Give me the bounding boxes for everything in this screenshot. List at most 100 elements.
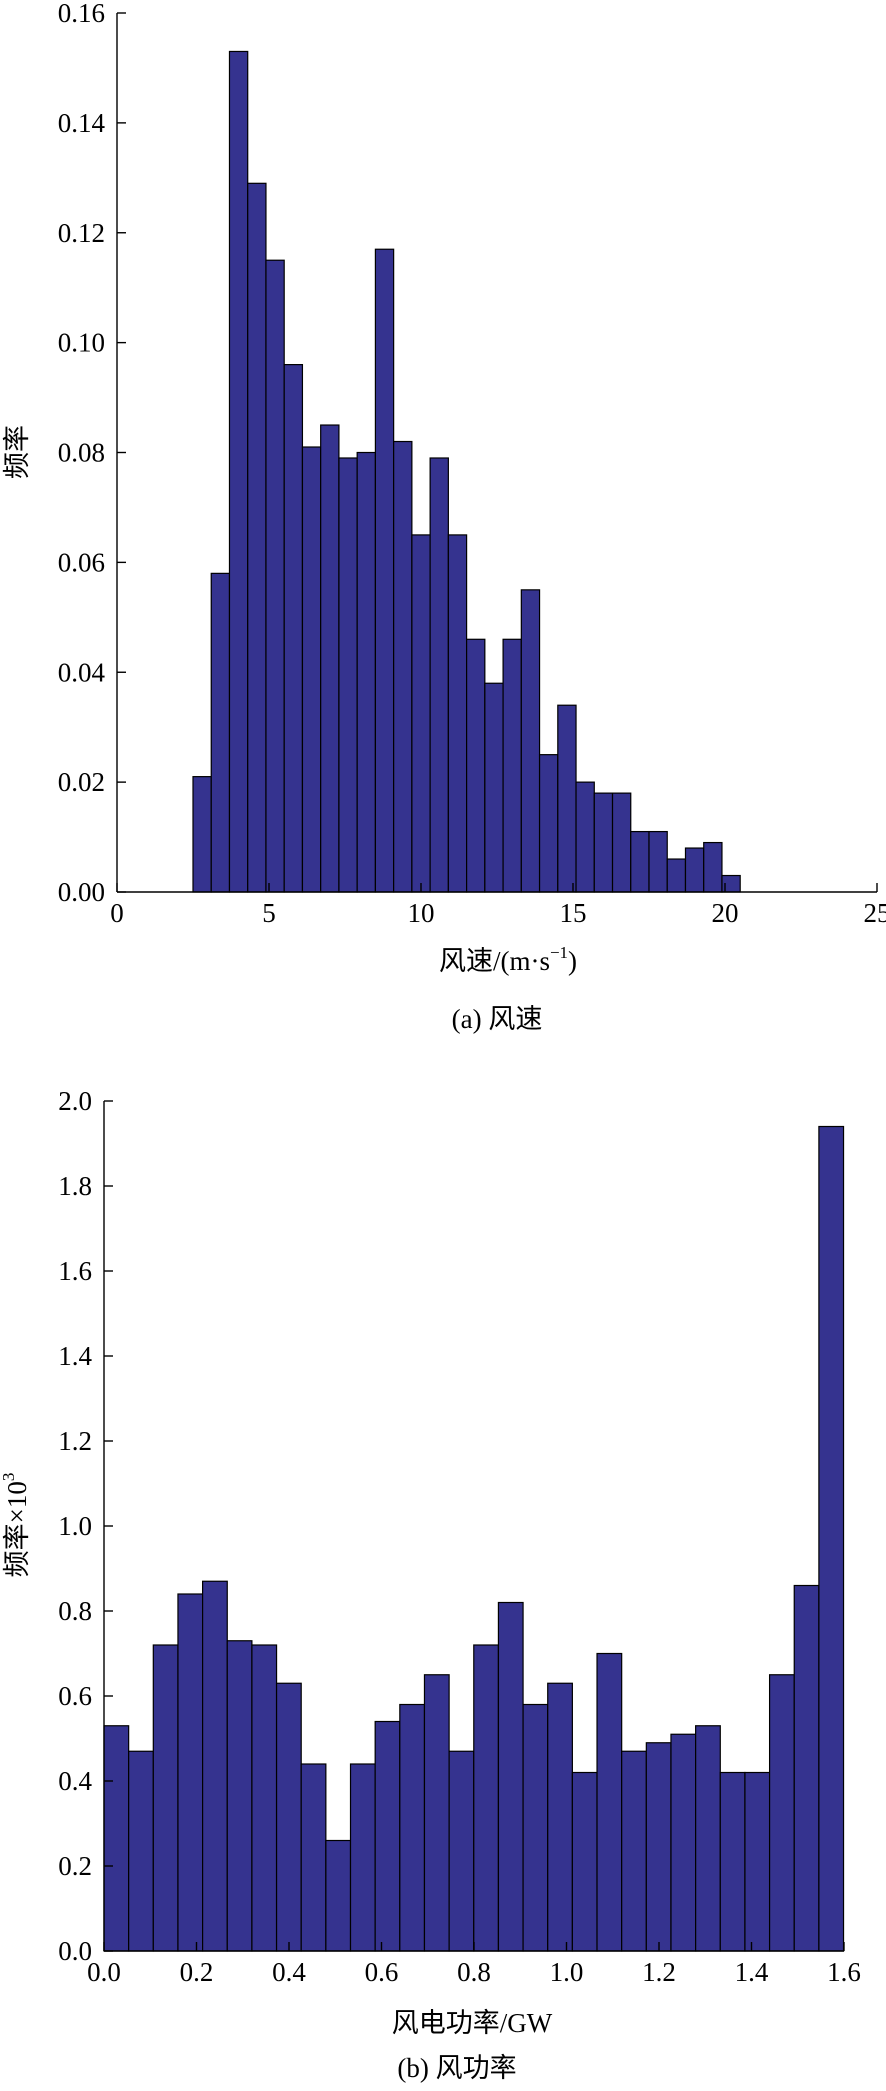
histogram-bar bbox=[685, 848, 703, 892]
x-tick-label: 1.0 bbox=[550, 1957, 584, 1987]
x-tick-label: 1.4 bbox=[735, 1957, 769, 1987]
y-tick-label: 0.08 bbox=[58, 438, 105, 468]
histogram-bar bbox=[474, 1645, 499, 1951]
histogram-bar bbox=[301, 1764, 326, 1951]
x-tick-label: 1.2 bbox=[642, 1957, 676, 1987]
histogram-bar bbox=[375, 249, 393, 892]
histogram-bar bbox=[576, 782, 594, 892]
histogram-bar bbox=[745, 1773, 770, 1952]
bars-wind-power bbox=[104, 1127, 844, 1952]
x-tick-label: 20 bbox=[712, 898, 739, 928]
histogram-bar bbox=[540, 755, 558, 892]
histogram-bar bbox=[252, 1645, 277, 1951]
histogram-bar bbox=[351, 1764, 376, 1951]
bars-wind-speed bbox=[193, 51, 740, 892]
x-tick-label: 0 bbox=[110, 898, 124, 928]
x-tick-label: 0.0 bbox=[87, 1957, 121, 1987]
histogram-bar bbox=[498, 1603, 523, 1952]
histogram-bar bbox=[485, 683, 503, 892]
y-tick-label: 1.0 bbox=[58, 1511, 92, 1541]
y-tick-label: 0.4 bbox=[58, 1766, 92, 1796]
histogram-bar bbox=[430, 458, 448, 892]
y-tick-label: 1.8 bbox=[58, 1171, 92, 1201]
y-axis-label-sup: 3 bbox=[0, 1473, 18, 1482]
histogram-bar bbox=[503, 639, 521, 892]
y-tick-label: 0.10 bbox=[58, 328, 105, 358]
histogram-bar bbox=[277, 1683, 302, 1951]
histogram-bar bbox=[597, 1654, 622, 1952]
histogram-bar bbox=[104, 1726, 129, 1951]
y-tick-label: 0.12 bbox=[58, 218, 105, 248]
histogram-bar bbox=[622, 1751, 647, 1951]
histogram-bar bbox=[523, 1705, 548, 1952]
histogram-bar bbox=[400, 1705, 425, 1952]
histogram-bar bbox=[203, 1581, 228, 1951]
histogram-bar bbox=[394, 442, 412, 892]
histogram-bar bbox=[424, 1675, 449, 1951]
histogram-bar bbox=[284, 365, 302, 892]
x-tick-label: 0.2 bbox=[180, 1957, 214, 1987]
panel-caption: (a) 风速 bbox=[452, 1004, 543, 1034]
histogram-bar bbox=[211, 573, 229, 892]
panel-caption: (b) 风功率 bbox=[397, 2053, 516, 2083]
histogram-bar bbox=[819, 1127, 844, 1952]
histogram-bar bbox=[153, 1645, 178, 1951]
y-tick-label: 0.2 bbox=[58, 1851, 92, 1881]
x-tick-label: 0.8 bbox=[457, 1957, 491, 1987]
y-tick-label: 1.6 bbox=[58, 1256, 92, 1286]
histogram-bar bbox=[572, 1773, 597, 1952]
histogram-bar bbox=[770, 1675, 795, 1951]
x-tick-label: 1.6 bbox=[827, 1957, 861, 1987]
histogram-bar bbox=[521, 590, 539, 892]
y-tick-label: 0.8 bbox=[58, 1596, 92, 1626]
histogram-bar bbox=[375, 1722, 400, 1952]
histogram-bar bbox=[696, 1726, 721, 1951]
histogram-bar bbox=[193, 777, 211, 892]
x-tick-label: 0.6 bbox=[365, 1957, 399, 1987]
histogram-bar bbox=[720, 1773, 745, 1952]
histogram-bar bbox=[704, 843, 722, 892]
x-tick-label: 5 bbox=[262, 898, 276, 928]
x-axis-label-sup: −1 bbox=[550, 943, 568, 962]
x-axis-label: 风电功率/GW bbox=[392, 2008, 553, 2038]
y-tick-label: 1.2 bbox=[58, 1426, 92, 1456]
histogram-bar bbox=[266, 260, 284, 892]
y-tick-label: 0.14 bbox=[58, 108, 106, 138]
histogram-bar bbox=[558, 705, 576, 892]
y-tick-label: 0.06 bbox=[58, 547, 105, 577]
x-axis-label-tail: ) bbox=[568, 946, 577, 976]
x-axis-label-main: 风速/(m·s bbox=[439, 946, 550, 976]
histogram-bar bbox=[671, 1734, 696, 1951]
x-axis-label: 风速/(m·s−1) bbox=[439, 943, 577, 976]
histogram-bar bbox=[613, 793, 631, 892]
histogram-bar bbox=[594, 793, 612, 892]
y-tick-label: 0.0 bbox=[58, 1936, 92, 1966]
histogram-bar bbox=[326, 1841, 351, 1952]
x-tick-label: 10 bbox=[408, 898, 435, 928]
histogram-bar bbox=[412, 535, 430, 892]
histogram-bar bbox=[248, 183, 266, 892]
y-axis-label-main: 频率×10 bbox=[2, 1481, 32, 1577]
y-tick-label: 0.6 bbox=[58, 1681, 92, 1711]
histogram-bar bbox=[631, 832, 649, 892]
histogram-bar bbox=[448, 535, 466, 892]
histogram-bar bbox=[339, 458, 357, 892]
y-axis-label: 频率 bbox=[2, 425, 32, 479]
histogram-bar bbox=[548, 1683, 573, 1951]
y-tick-label: 0.16 bbox=[58, 0, 105, 28]
x-tick-label: 25 bbox=[864, 898, 886, 928]
y-tick-label: 2.0 bbox=[58, 1086, 92, 1116]
histogram-bar bbox=[667, 859, 685, 892]
histogram-bar bbox=[357, 453, 375, 893]
histogram-bar bbox=[321, 425, 339, 892]
histogram-bar bbox=[794, 1586, 819, 1952]
y-tick-label: 0.04 bbox=[58, 657, 106, 687]
y-axis-label: 频率×103 bbox=[0, 1473, 32, 1578]
histogram-bar bbox=[227, 1641, 252, 1951]
y-tick-label: 0.00 bbox=[58, 877, 105, 907]
y-tick-label: 1.4 bbox=[58, 1341, 92, 1371]
